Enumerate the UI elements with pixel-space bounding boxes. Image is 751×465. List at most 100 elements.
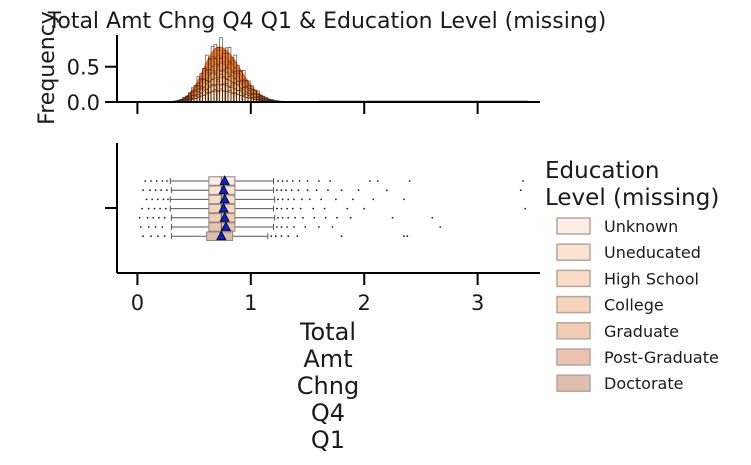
legend-swatch bbox=[556, 348, 591, 366]
boxplot bbox=[141, 202, 527, 214]
box-outlier bbox=[147, 207, 150, 210]
box-outlier bbox=[293, 226, 295, 228]
box-outlier bbox=[156, 235, 159, 238]
box-outlier bbox=[340, 235, 343, 238]
box-outlier bbox=[351, 198, 354, 201]
box-mean-marker bbox=[219, 211, 230, 222]
boxplot bbox=[142, 230, 409, 241]
legend-label: High School bbox=[604, 269, 699, 288]
box-mean-marker bbox=[219, 175, 230, 185]
kde-curves bbox=[137, 46, 529, 103]
box-outlier bbox=[317, 180, 320, 182]
box-outlier bbox=[291, 207, 294, 210]
box-outlier bbox=[312, 207, 315, 210]
box-outlier bbox=[148, 189, 151, 192]
box-outlier bbox=[294, 216, 296, 219]
box-outlier bbox=[299, 207, 302, 210]
legend-label: Unknown bbox=[604, 217, 678, 236]
box-outlier bbox=[296, 235, 299, 238]
box-outlier bbox=[431, 216, 434, 219]
legend-label: Uneducated bbox=[604, 243, 701, 262]
box-outlier bbox=[281, 198, 284, 201]
box-outlier bbox=[331, 226, 334, 228]
box-outlier bbox=[274, 235, 277, 238]
chart-title: Total Amt Chng Q4 Q1 & Education Level (… bbox=[47, 9, 607, 34]
box-outlier bbox=[147, 226, 150, 228]
box-outlier bbox=[349, 216, 352, 219]
box-outlier bbox=[293, 198, 295, 201]
box-outlier bbox=[524, 207, 527, 210]
legend-swatch bbox=[556, 295, 591, 314]
box-outlier bbox=[145, 198, 148, 201]
box-x-tick-label: 2 bbox=[358, 291, 371, 315]
box-mean-marker bbox=[218, 202, 229, 213]
legend-items: Unknown Uneducated High School College Gradu… bbox=[556, 217, 719, 393]
box-outlier bbox=[165, 180, 168, 182]
box-outlier bbox=[522, 180, 524, 182]
box-outlier bbox=[139, 226, 142, 228]
box-outlier bbox=[291, 180, 294, 182]
box-outlier bbox=[155, 180, 158, 182]
box-outlier bbox=[290, 189, 293, 192]
boxplot-panel: 0 1 2 3 Total Amt Chng Q4 Q1 bbox=[105, 143, 540, 454]
box-outlier bbox=[287, 216, 290, 219]
box-outlier bbox=[142, 235, 144, 238]
legend-label: Doctorate bbox=[604, 374, 683, 393]
box-x-tick-label: 1 bbox=[244, 291, 257, 315]
hist-y-ticks: 0.00.5 bbox=[67, 56, 117, 115]
x-axis-label-line: Q1 bbox=[311, 426, 345, 454]
box-mean-marker bbox=[216, 230, 227, 241]
legend-swatch bbox=[556, 322, 591, 340]
box-outlier bbox=[286, 207, 289, 210]
boxplot bbox=[142, 184, 522, 195]
box-outlier bbox=[329, 180, 332, 182]
box-outlier bbox=[287, 198, 290, 201]
histogram-panel: 0.00.5 Frequency bbox=[35, 11, 540, 125]
box-outlier bbox=[306, 189, 309, 192]
box-outlier bbox=[406, 235, 409, 238]
box-outlier bbox=[152, 216, 155, 219]
box-outlier bbox=[324, 216, 327, 219]
box-outlier bbox=[162, 198, 165, 201]
x-axis-label-line: Chng bbox=[297, 372, 359, 400]
box-outlier bbox=[277, 180, 279, 182]
box-outlier bbox=[165, 189, 168, 192]
box-outlier bbox=[276, 226, 278, 228]
box-outlier bbox=[281, 216, 284, 219]
x-axis-label-line: Q4 bbox=[311, 399, 345, 427]
box-outlier bbox=[144, 180, 147, 182]
box-outlier bbox=[280, 207, 283, 210]
legend: Education Level (missing) Unknown Uneduca… bbox=[545, 158, 719, 393]
box-outlier bbox=[346, 207, 349, 210]
box-outlier bbox=[306, 180, 309, 182]
box-outlier bbox=[151, 198, 154, 201]
hist-y-axis-label: Frequency bbox=[35, 11, 60, 125]
box-outlier bbox=[300, 198, 303, 201]
box-outlier bbox=[276, 207, 278, 210]
box-x-tick-label: 3 bbox=[471, 291, 484, 315]
box-x-ticks: 0 1 2 3 bbox=[131, 273, 484, 315]
box-outlier bbox=[372, 198, 375, 201]
box-outlier bbox=[323, 207, 326, 210]
box-outlier bbox=[297, 189, 300, 192]
box-outlier bbox=[159, 207, 161, 210]
legend-swatch bbox=[556, 217, 591, 235]
box-outlier bbox=[141, 207, 143, 210]
box-mean-marker bbox=[219, 193, 230, 204]
box-outlier bbox=[160, 189, 163, 192]
box-outlier bbox=[386, 189, 388, 192]
box-outlier bbox=[150, 180, 152, 182]
box-mean-marker bbox=[218, 184, 229, 195]
x-axis-label-line: Amt bbox=[303, 345, 352, 373]
box-outlier bbox=[158, 216, 160, 219]
box-outlier bbox=[156, 198, 159, 201]
box-outlier bbox=[320, 198, 323, 201]
legend-label: Post-Graduate bbox=[604, 348, 719, 367]
box-outlier bbox=[161, 180, 164, 182]
boxplots bbox=[138, 175, 527, 241]
box-outlier bbox=[277, 216, 279, 219]
box-outlier bbox=[281, 180, 284, 182]
box-outlier bbox=[270, 235, 273, 238]
box-outlier bbox=[327, 189, 329, 192]
box-outlier bbox=[150, 235, 152, 238]
